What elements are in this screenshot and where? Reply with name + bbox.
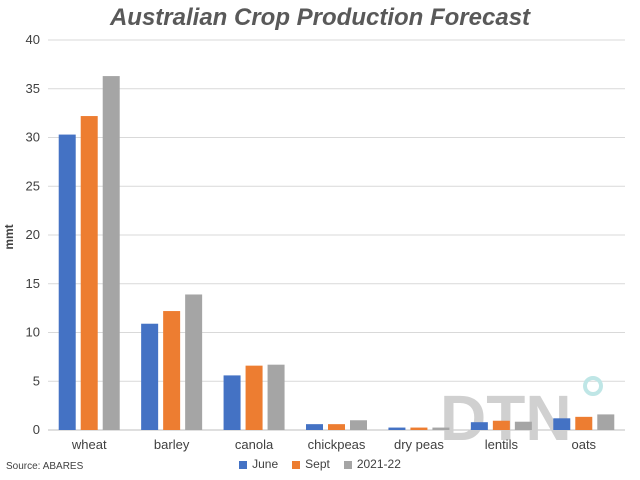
bar-2021-22-wheat [102, 76, 120, 430]
legend-item: June [239, 457, 278, 471]
watermark-dot-icon [583, 376, 603, 396]
x-category-label: chickpeas [308, 437, 366, 452]
x-axis-categories: wheat barley canola chickpeas dry peas lentil… [71, 437, 597, 452]
bar-sept-chickpeas [328, 424, 345, 430]
x-category-label: canola [235, 437, 274, 452]
bar-2021-22-canola [267, 364, 285, 430]
y-tick-label: 20 [26, 227, 40, 242]
legend-label: 2021-22 [356, 457, 401, 471]
bar-june-oats [553, 418, 571, 430]
bars [58, 76, 615, 431]
y-tick-label: 15 [26, 276, 40, 291]
bar-june-canola [223, 375, 241, 430]
y-tick-label: 35 [26, 81, 40, 96]
bar-2021-22-chickpeas [350, 420, 367, 430]
y-tick-label: 5 [33, 373, 40, 388]
chart-title: Australian Crop Production Forecast [109, 4, 531, 31]
legend-swatch [239, 460, 248, 469]
bar-2021-22-oats [597, 414, 615, 430]
dtn-watermark: DTN [440, 376, 603, 454]
watermark-text: DTN [440, 382, 572, 454]
y-tick-label: 40 [26, 32, 40, 47]
bar-2021-22-dry-peas [432, 427, 450, 430]
x-category-label: dry peas [394, 437, 444, 452]
y-axis-title: mmt [2, 224, 16, 249]
x-category-label: oats [571, 437, 596, 452]
legend-item: Sept [292, 457, 330, 471]
y-tick-label: 25 [26, 178, 40, 193]
y-tick-label: 30 [26, 130, 40, 145]
source-note: Source: ABARES [6, 461, 84, 472]
bar-june-chickpeas [306, 424, 323, 430]
bar-sept-lentils [492, 420, 510, 430]
y-axis-ticks: 0 5 10 15 20 25 30 35 40 [26, 32, 40, 437]
x-category-label: lentils [485, 437, 519, 452]
legend: June Sept 2021-22 [0, 457, 640, 471]
bar-sept-wheat [80, 116, 98, 431]
y-tick-label: 0 [33, 422, 40, 437]
x-category-label: wheat [71, 437, 107, 452]
bar-june-lentils [470, 422, 488, 430]
legend-label: Sept [305, 457, 330, 471]
legend-swatch [343, 460, 352, 469]
gridlines [48, 39, 625, 431]
legend-label: June [252, 457, 279, 471]
bar-2021-22-barley [185, 294, 203, 430]
bar-sept-oats [575, 416, 593, 430]
bar-june-dry-peas [388, 427, 406, 430]
bar-2021-22-lentils [514, 421, 532, 430]
bar-june-wheat [58, 134, 76, 430]
x-category-label: barley [154, 437, 190, 452]
legend-item: 2021-22 [343, 457, 401, 471]
bar-sept-barley [163, 311, 181, 430]
bar-sept-dry-peas [410, 427, 428, 430]
bar-sept-canola [245, 365, 263, 430]
bar-june-barley [141, 323, 159, 430]
y-tick-label: 10 [26, 325, 40, 340]
legend-swatch [292, 460, 301, 469]
